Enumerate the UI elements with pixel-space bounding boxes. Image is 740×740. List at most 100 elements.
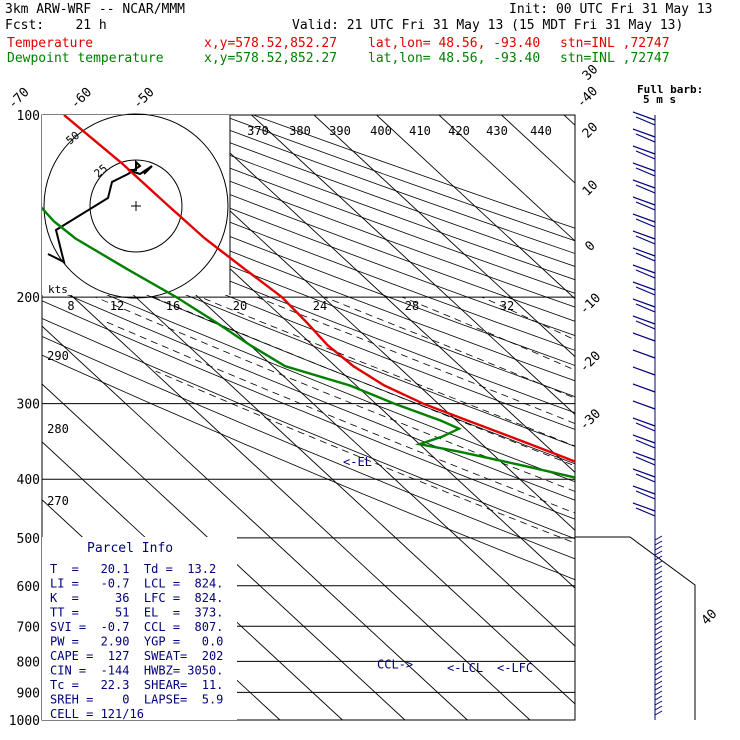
wind-barb	[654, 680, 663, 686]
wind-barb	[654, 560, 663, 566]
wind-barb	[635, 439, 656, 449]
pressure-label: 300	[17, 398, 40, 413]
parcel-info-row: CAPE = 127 SWEAT= 202	[50, 649, 223, 663]
wind-barb	[635, 218, 656, 228]
wind-barb	[632, 417, 656, 427]
dewpoint-legend: Dewpoint temperature	[7, 51, 164, 66]
parcel-info-row: Tc = 22.3 SHEAR= 11.	[50, 678, 223, 692]
wind-barb	[654, 610, 663, 616]
temperature-trace	[63, 115, 575, 463]
hodograph-ring	[43, 113, 229, 299]
valid-time: Valid: 21 UTC Fri 31 May 13 (15 MDT Fri …	[292, 18, 684, 33]
theta-label: 400	[370, 124, 392, 138]
wind-barb	[654, 650, 663, 656]
wind-barb	[635, 150, 656, 160]
hodograph-speed-label: 28	[405, 299, 419, 313]
wind-barb	[635, 167, 656, 177]
wind-barb	[654, 575, 663, 581]
wind-barb	[632, 349, 656, 359]
wind-barb	[654, 645, 663, 651]
wind-barb	[632, 298, 656, 308]
wind-barb	[654, 655, 663, 661]
wind-barb	[632, 145, 656, 155]
moist-adiabat	[402, 296, 575, 371]
model-title: 3km ARW-WRF -- NCAR/MMM	[5, 2, 186, 17]
isotherm-label: 40	[699, 607, 721, 629]
wind-barb	[654, 545, 663, 551]
wind-barb	[635, 303, 656, 313]
temperature-xy: x,y=578.52,852.27	[204, 36, 338, 51]
parcel-info-row: K = 36 LFC = 824.	[50, 591, 223, 605]
wind-barb	[632, 468, 656, 478]
wind-barb	[632, 264, 656, 274]
pressure-label: 700	[17, 620, 40, 635]
lfc-marker: <-LFC	[497, 661, 533, 675]
wind-barb	[654, 710, 663, 716]
wind-barb	[635, 133, 656, 143]
ccl-marker: CCL->	[377, 658, 413, 672]
dry-adiabat	[42, 250, 575, 465]
wind-barb	[635, 184, 656, 194]
theta-left-label: 290	[47, 349, 69, 363]
wind-barb	[654, 660, 663, 666]
lcl-marker: <-LCL	[447, 661, 483, 675]
pressure-label: 800	[17, 655, 40, 670]
dry-adiabat	[42, 234, 575, 447]
pressure-label: 900	[17, 686, 40, 701]
el-marker: <-EL	[343, 455, 372, 469]
isotherm-line	[313, 115, 575, 358]
wind-barb	[654, 540, 663, 546]
dry-adiabat	[42, 354, 575, 581]
wind-barb	[635, 490, 656, 500]
wind-barb	[632, 332, 656, 342]
pressure-label: 1000	[9, 714, 40, 729]
wind-barb	[654, 580, 663, 586]
plot-frame	[41, 114, 576, 721]
wind-barb	[635, 269, 656, 279]
wind-barb	[654, 595, 663, 601]
hodograph-speed-label: 8	[67, 299, 74, 313]
isotherm-label: 0	[582, 238, 598, 254]
isotherm-line	[42, 325, 468, 720]
wind-barb	[632, 247, 656, 257]
wind-barb	[632, 213, 656, 223]
dry-adiabat	[42, 219, 575, 430]
temperature-station: stn=INL ,72747	[560, 36, 670, 51]
dewpoint-latlon: lat,lon= 48.56, -93.40	[368, 51, 541, 66]
wind-barb	[654, 620, 663, 626]
wind-barb	[632, 179, 656, 189]
wind-barb	[654, 665, 663, 671]
hodograph-speed-label: 32	[500, 299, 514, 313]
wind-barb	[654, 685, 663, 691]
theta-left-label: 280	[47, 422, 69, 436]
dry-adiabat	[220, 115, 575, 242]
isotherm-line	[42, 383, 406, 720]
wind-barb	[635, 473, 656, 483]
isotherm-label: -30	[577, 406, 604, 433]
pressure-label: 100	[17, 109, 40, 124]
theta-left-label: 270	[47, 494, 69, 508]
wind-barb	[632, 281, 656, 291]
isotherm-label: 10	[580, 178, 602, 200]
hodograph-units: kts	[48, 283, 68, 296]
dry-adiabat	[42, 161, 575, 366]
wind-barb	[654, 570, 663, 576]
hodograph-speed-label: 12	[110, 299, 124, 313]
wind-barb	[654, 695, 663, 701]
dry-adiabat	[42, 204, 575, 414]
isotherm-label: -20	[577, 349, 604, 376]
wind-barb	[635, 286, 656, 296]
hodograph-speed-label: 24	[313, 299, 327, 313]
wind-barb	[654, 565, 663, 571]
wind-barb	[632, 502, 656, 512]
parcel-info-row: PW = 2.90 YGP = 0.0	[50, 635, 223, 649]
wind-barb	[654, 605, 663, 611]
wind-barb	[632, 366, 656, 376]
dry-adiabat	[42, 300, 575, 520]
isotherm-label: -40	[574, 84, 601, 111]
dry-adiabat	[42, 336, 575, 560]
pressure-label: 600	[17, 580, 40, 595]
wind-barb	[654, 705, 663, 711]
theta-label: 440	[530, 124, 552, 138]
